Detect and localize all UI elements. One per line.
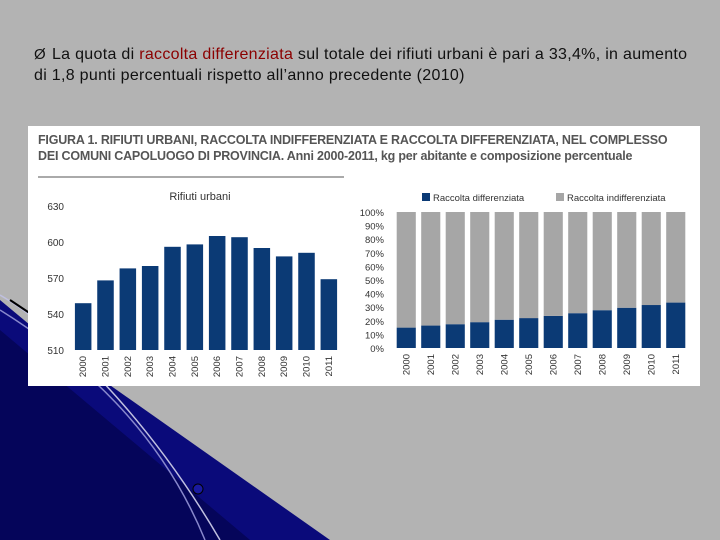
right-x-tick-label: 2005 [524, 354, 535, 375]
rifiuti-bar [253, 248, 271, 350]
figure-title-line1: FIGURA 1. RIFIUTI URBANI, RACCOLTA INDIF… [38, 133, 668, 147]
right-x-tick-label: 2008 [597, 354, 608, 375]
left-x-tick-label: 2004 [168, 356, 179, 377]
right-x-tick-label: 2002 [450, 354, 461, 375]
right-x-tick-label: 2007 [573, 354, 584, 375]
left-x-tick-label: 2009 [279, 356, 290, 377]
left-x-tick-label: 2001 [101, 356, 112, 377]
left-x-tick-label: 2011 [324, 356, 335, 376]
rifiuti-bar [186, 244, 204, 350]
left-y-tick-label: 570 [47, 274, 64, 285]
left-y-tick-label: 540 [47, 310, 64, 321]
right-y-tick-label: 20% [365, 317, 385, 328]
highlighted-phrase: raccolta differenziata [139, 46, 294, 63]
differenziata-bar [641, 305, 661, 348]
left-x-tick-label: 2003 [145, 356, 156, 377]
left-y-tick-label: 600 [47, 238, 64, 249]
right-y-tick-label: 30% [365, 303, 385, 314]
indifferenziata-bar [421, 212, 441, 326]
right-y-tick-label: 90% [365, 222, 385, 233]
right-y-tick-label: 10% [365, 330, 385, 341]
left-x-tick-label: 2000 [78, 356, 89, 377]
rifiuti-bar [275, 256, 293, 350]
differenziata-bar [494, 319, 514, 348]
differenziata-bar [470, 322, 490, 348]
right-x-tick-label: 2000 [401, 354, 412, 375]
indifferenziata-bar [568, 212, 588, 314]
indifferenziata-bar [543, 212, 563, 316]
indifferenziata-bar [396, 212, 416, 328]
indifferenziata-bar [519, 212, 539, 319]
left-x-tick-label: 2008 [257, 356, 268, 377]
differenziata-bar [568, 313, 588, 348]
text-before: La quota di [51, 46, 140, 63]
rifiuti-bar [141, 266, 159, 350]
right-x-tick-label: 2004 [499, 354, 510, 375]
bullet-arrow-icon: Ø [34, 46, 46, 63]
decorative-dot [192, 483, 204, 495]
indifferenziata-bar [617, 212, 637, 308]
differenziata-bar [666, 302, 686, 348]
left-x-tick-label: 2010 [302, 356, 313, 377]
right-y-tick-label: 50% [365, 276, 385, 287]
bullet-paragraph: Ø La quota di raccolta differenziata sul … [34, 44, 694, 86]
text-after: sul totale dei rifiuti urbani è pari a 3… [34, 46, 688, 84]
legend-label: Raccolta differenziata [433, 193, 525, 204]
right-y-tick-label: 40% [365, 290, 385, 301]
differenziata-bar [617, 307, 637, 348]
legend-swatch [556, 193, 564, 201]
figure-title: FIGURA 1. RIFIUTI URBANI, RACCOLTA INDIF… [38, 132, 698, 164]
rifiuti-bar [298, 252, 315, 350]
figure-title-line2: DEI COMUNI CAPOLUOGO DI PROVINCIA. Anni … [38, 149, 633, 163]
differenziata-bar [519, 318, 539, 348]
differenziata-bar [445, 324, 465, 348]
right-x-tick-label: 2010 [646, 354, 657, 375]
indifferenziata-bar [592, 212, 612, 311]
indifferenziata-bar [641, 212, 661, 306]
rifiuti-bar [208, 236, 226, 350]
right-x-tick-label: 2001 [426, 354, 437, 375]
rifiuti-bar [97, 280, 114, 350]
right-x-tick-label: 2003 [475, 354, 486, 375]
rifiuti-bar [320, 279, 338, 350]
rifiuti-bar [74, 303, 92, 350]
indifferenziata-bar [494, 212, 514, 320]
right-y-tick-label: 70% [365, 249, 385, 260]
indifferenziata-bar [666, 212, 686, 303]
left-x-tick-label: 2005 [190, 356, 201, 377]
rifiuti-bar [231, 237, 248, 350]
figure-panel: FIGURA 1. RIFIUTI URBANI, RACCOLTA INDIF… [28, 126, 700, 386]
right-y-tick-label: 100% [360, 208, 385, 219]
right-x-tick-label: 2009 [622, 354, 633, 375]
indifferenziata-bar [470, 212, 490, 323]
left-chart-title: Rifiuti urbani [169, 191, 230, 203]
left-y-tick-label: 510 [47, 346, 64, 357]
right-x-tick-label: 2011 [671, 354, 682, 374]
rifiuti-bar [119, 268, 137, 350]
right-y-tick-label: 60% [365, 262, 385, 273]
left-x-tick-label: 2002 [123, 356, 134, 377]
right-y-tick-label: 80% [365, 235, 385, 246]
differenziata-bar [421, 325, 441, 348]
right-x-tick-label: 2006 [548, 354, 559, 375]
left-y-tick-label: 630 [47, 202, 64, 213]
indifferenziata-bar [445, 212, 465, 325]
left-x-tick-label: 2007 [235, 356, 246, 377]
left-x-tick-label: 2006 [212, 356, 223, 377]
differenziata-bar [396, 327, 416, 348]
differenziata-bar [543, 315, 563, 348]
differenziata-bar [592, 310, 612, 348]
legend-swatch [422, 193, 430, 201]
legend-label: Raccolta indifferenziata [567, 193, 666, 204]
right-y-tick-label: 0% [370, 344, 384, 355]
rifiuti-bar [164, 246, 181, 350]
charts-svg: Rifiuti urbani 510 540 570 600 630 2000 2001 200… [38, 176, 686, 377]
